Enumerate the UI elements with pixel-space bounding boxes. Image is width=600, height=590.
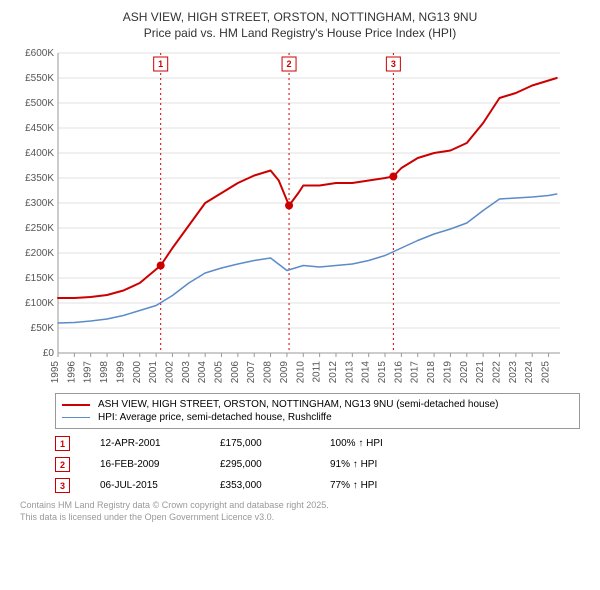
svg-text:1996: 1996: [66, 361, 77, 384]
svg-text:2016: 2016: [393, 361, 404, 384]
sale-event-row: 1 12-APR-2001 £175,000 100% ↑ HPI: [55, 433, 580, 454]
sale-events: 1 12-APR-2001 £175,000 100% ↑ HPI 2 16-FEB-20…: [55, 433, 580, 496]
footer-line2: This data is licensed under the Open Gov…: [20, 512, 580, 524]
svg-text:2008: 2008: [263, 361, 274, 384]
legend-label: HPI: Average price, semi-detached house,…: [98, 412, 332, 423]
sale-event-row: 2 16-FEB-2009 £295,000 91% ↑ HPI: [55, 454, 580, 475]
svg-text:£50K: £50K: [31, 323, 55, 334]
svg-text:2003: 2003: [181, 361, 192, 384]
footer-line1: Contains HM Land Registry data © Crown c…: [20, 500, 580, 512]
svg-text:2024: 2024: [524, 361, 535, 384]
svg-text:1997: 1997: [83, 361, 94, 384]
svg-text:2019: 2019: [442, 361, 453, 384]
svg-text:2018: 2018: [426, 361, 437, 384]
svg-text:2: 2: [287, 59, 292, 69]
legend-swatch: [62, 417, 90, 418]
chart-title: ASH VIEW, HIGH STREET, ORSTON, NOTTINGHA…: [10, 10, 590, 41]
chart-container: ASH VIEW, HIGH STREET, ORSTON, NOTTINGHA…: [10, 10, 590, 524]
svg-text:£550K: £550K: [25, 73, 54, 84]
legend-item: HPI: Average price, semi-detached house,…: [62, 411, 573, 424]
event-hpi-pct: 91% ↑ HPI: [330, 459, 377, 470]
svg-text:2002: 2002: [164, 361, 175, 384]
svg-text:2022: 2022: [491, 361, 502, 384]
svg-text:£450K: £450K: [25, 123, 54, 134]
svg-text:£400K: £400K: [25, 148, 54, 159]
svg-text:2021: 2021: [475, 361, 486, 384]
title-line1: ASH VIEW, HIGH STREET, ORSTON, NOTTINGHA…: [10, 10, 590, 26]
svg-text:2017: 2017: [410, 361, 421, 384]
svg-text:2007: 2007: [246, 361, 257, 384]
event-date: 12-APR-2001: [100, 438, 190, 449]
svg-text:2004: 2004: [197, 361, 208, 384]
svg-text:£200K: £200K: [25, 248, 54, 259]
event-date: 16-FEB-2009: [100, 459, 190, 470]
svg-text:£300K: £300K: [25, 198, 54, 209]
svg-text:2011: 2011: [312, 361, 323, 383]
event-price: £175,000: [220, 438, 300, 449]
svg-text:£350K: £350K: [25, 173, 54, 184]
legend-swatch: [62, 404, 90, 406]
svg-text:2009: 2009: [279, 361, 290, 384]
svg-text:2020: 2020: [459, 361, 470, 384]
svg-text:2010: 2010: [295, 361, 306, 384]
svg-text:1998: 1998: [99, 361, 110, 384]
event-hpi-pct: 100% ↑ HPI: [330, 438, 383, 449]
event-date: 06-JUL-2015: [100, 480, 190, 491]
attribution-footer: Contains HM Land Registry data © Crown c…: [20, 500, 580, 523]
event-price: £295,000: [220, 459, 300, 470]
svg-text:2023: 2023: [508, 361, 519, 384]
svg-text:£0: £0: [43, 348, 55, 359]
event-marker: 2: [55, 457, 70, 472]
title-line2: Price paid vs. HM Land Registry's House …: [10, 26, 590, 42]
svg-text:2015: 2015: [377, 361, 388, 384]
svg-text:£500K: £500K: [25, 98, 54, 109]
svg-text:2001: 2001: [148, 361, 159, 384]
legend-item: ASH VIEW, HIGH STREET, ORSTON, NOTTINGHA…: [62, 398, 573, 411]
sale-event-row: 3 06-JUL-2015 £353,000 77% ↑ HPI: [55, 475, 580, 496]
svg-text:1999: 1999: [115, 361, 126, 384]
event-hpi-pct: 77% ↑ HPI: [330, 480, 377, 491]
svg-text:£600K: £600K: [25, 48, 54, 59]
svg-text:£250K: £250K: [25, 223, 54, 234]
svg-text:2014: 2014: [361, 361, 372, 384]
svg-text:2013: 2013: [344, 361, 355, 384]
legend: ASH VIEW, HIGH STREET, ORSTON, NOTTINGHA…: [55, 393, 580, 429]
svg-text:2025: 2025: [541, 361, 552, 384]
legend-label: ASH VIEW, HIGH STREET, ORSTON, NOTTINGHA…: [98, 399, 498, 410]
event-marker: 1: [55, 436, 70, 451]
svg-text:2012: 2012: [328, 361, 339, 384]
svg-text:2006: 2006: [230, 361, 241, 384]
svg-text:1995: 1995: [50, 361, 61, 384]
event-marker: 3: [55, 478, 70, 493]
svg-text:3: 3: [391, 59, 396, 69]
event-price: £353,000: [220, 480, 300, 491]
svg-text:£150K: £150K: [25, 273, 54, 284]
svg-text:£100K: £100K: [25, 298, 54, 309]
svg-text:2005: 2005: [214, 361, 225, 384]
svg-text:1: 1: [158, 59, 163, 69]
line-chart: £0 £50K £100K £150K £200K £250K £300K £350K £400…: [10, 47, 570, 387]
svg-text:2000: 2000: [132, 361, 143, 384]
